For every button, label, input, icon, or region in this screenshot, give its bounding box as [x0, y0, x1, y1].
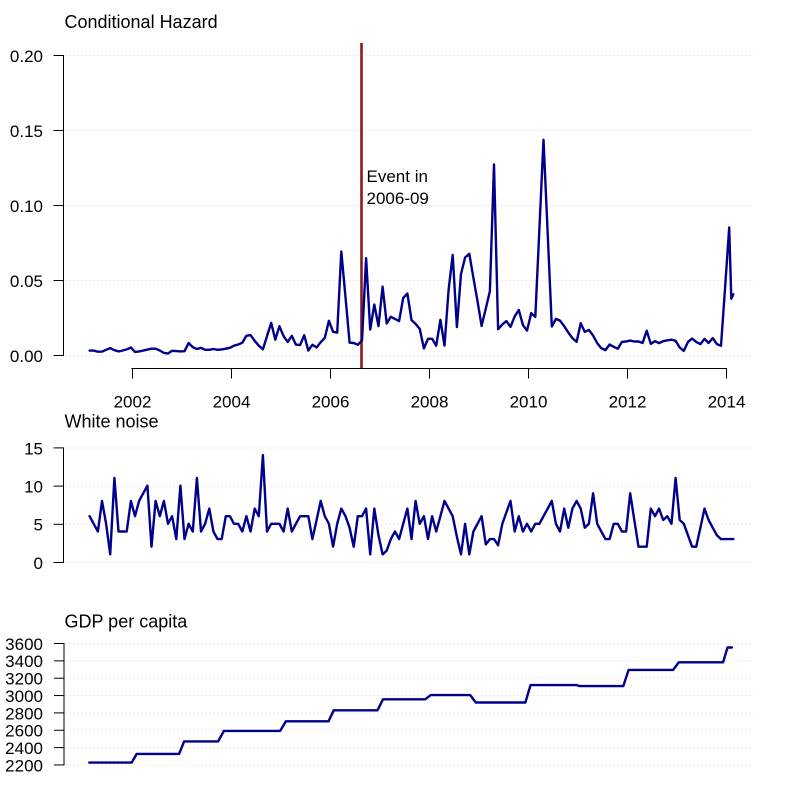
svg-text:2008: 2008 [411, 392, 449, 411]
svg-text:2006: 2006 [312, 392, 350, 411]
svg-text:2400: 2400 [5, 739, 43, 758]
svg-text:0.15: 0.15 [10, 122, 43, 141]
svg-text:3600: 3600 [5, 635, 43, 654]
svg-text:3200: 3200 [5, 670, 43, 689]
svg-text:15: 15 [24, 439, 43, 458]
svg-text:Conditional Hazard: Conditional Hazard [65, 12, 218, 32]
svg-text:2200: 2200 [5, 756, 43, 775]
svg-text:2800: 2800 [5, 704, 43, 723]
svg-text:Event in: Event in [367, 167, 428, 186]
svg-text:0.00: 0.00 [10, 347, 43, 366]
svg-text:3400: 3400 [5, 652, 43, 671]
svg-text:0: 0 [34, 554, 43, 573]
svg-text:10: 10 [24, 478, 43, 497]
svg-text:5: 5 [34, 516, 43, 535]
svg-text:2600: 2600 [5, 722, 43, 741]
svg-text:GDP per capita: GDP per capita [65, 612, 189, 632]
svg-text:0.05: 0.05 [10, 272, 43, 291]
svg-text:3000: 3000 [5, 687, 43, 706]
svg-text:2012: 2012 [609, 392, 647, 411]
svg-text:2002: 2002 [114, 392, 152, 411]
svg-text:2014: 2014 [708, 392, 746, 411]
svg-text:2006-09: 2006-09 [367, 189, 429, 208]
svg-text:0.10: 0.10 [10, 197, 43, 216]
svg-text:2010: 2010 [510, 392, 548, 411]
svg-text:2004: 2004 [213, 392, 251, 411]
svg-text:0.20: 0.20 [10, 47, 43, 66]
svg-text:White noise: White noise [65, 412, 159, 432]
